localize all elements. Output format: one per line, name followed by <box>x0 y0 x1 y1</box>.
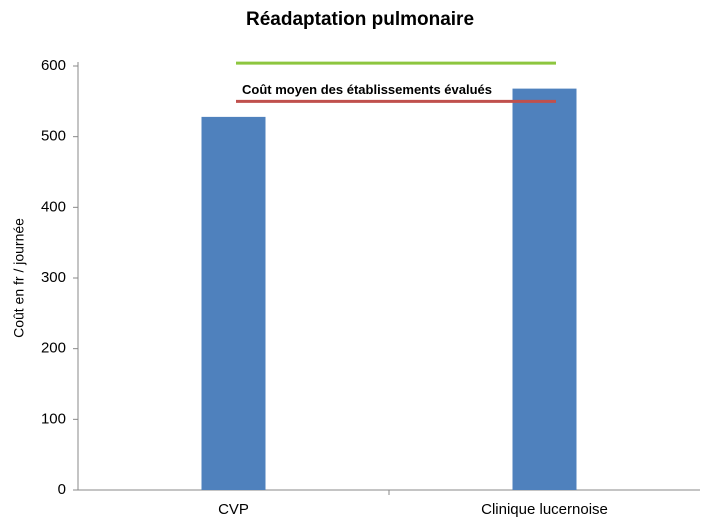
y-tick-label: 600 <box>41 57 66 74</box>
y-tick-label: 100 <box>41 410 66 427</box>
y-tick-label: 200 <box>41 340 66 357</box>
reference-label: Coût moyen des établissements évalués <box>242 82 492 97</box>
bar <box>512 88 577 490</box>
y-tick-label: 400 <box>41 198 66 215</box>
y-tick-label: 300 <box>41 269 66 286</box>
y-tick-label: 0 <box>58 481 66 498</box>
bar <box>201 116 266 490</box>
x-tick-label: CVP <box>218 501 249 518</box>
y-axis-label: Coût en fr / journée <box>11 218 27 338</box>
x-tick-label: Clinique lucernoise <box>481 501 608 518</box>
chart-title: Réadaptation pulmonaire <box>246 9 474 30</box>
y-tick-label: 500 <box>41 128 66 145</box>
